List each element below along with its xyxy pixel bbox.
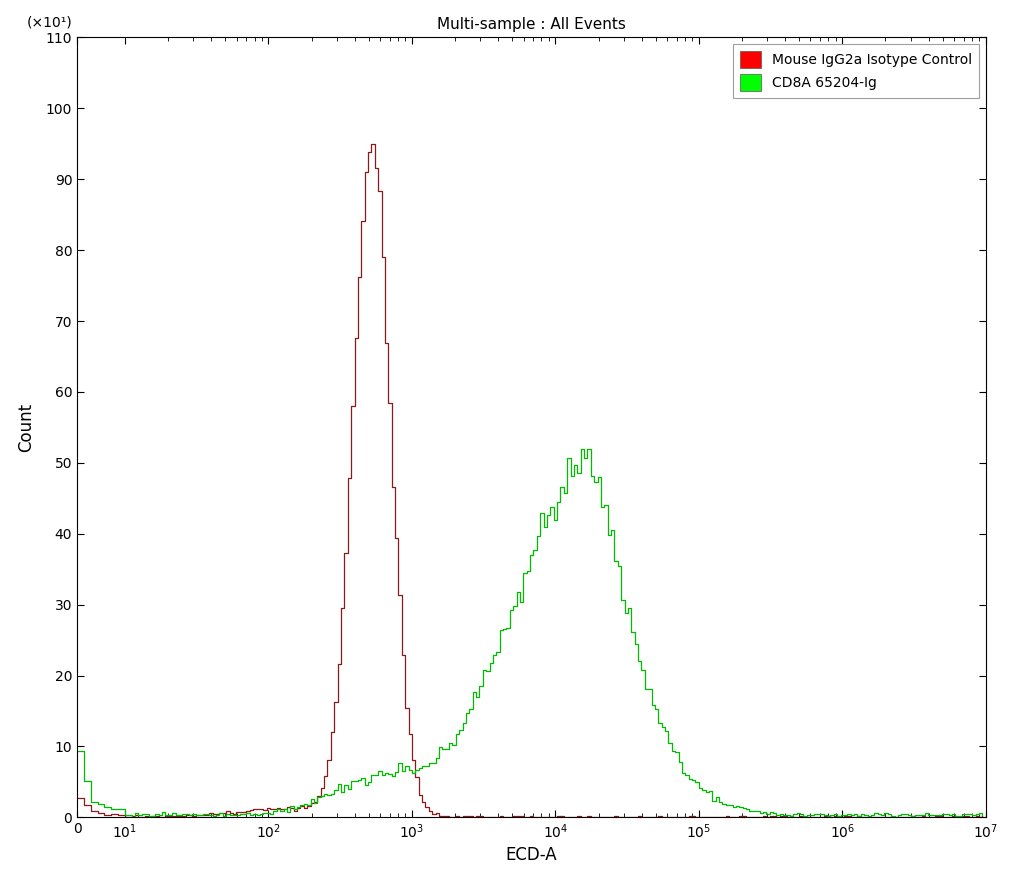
- Title: Multi-sample : All Events: Multi-sample : All Events: [437, 17, 626, 32]
- Legend: Mouse IgG2a Isotype Control, CD8A 65204-Ig: Mouse IgG2a Isotype Control, CD8A 65204-…: [733, 44, 978, 98]
- X-axis label: ECD-A: ECD-A: [505, 847, 557, 864]
- Text: (×10¹): (×10¹): [27, 16, 73, 30]
- Y-axis label: Count: Count: [16, 403, 35, 452]
